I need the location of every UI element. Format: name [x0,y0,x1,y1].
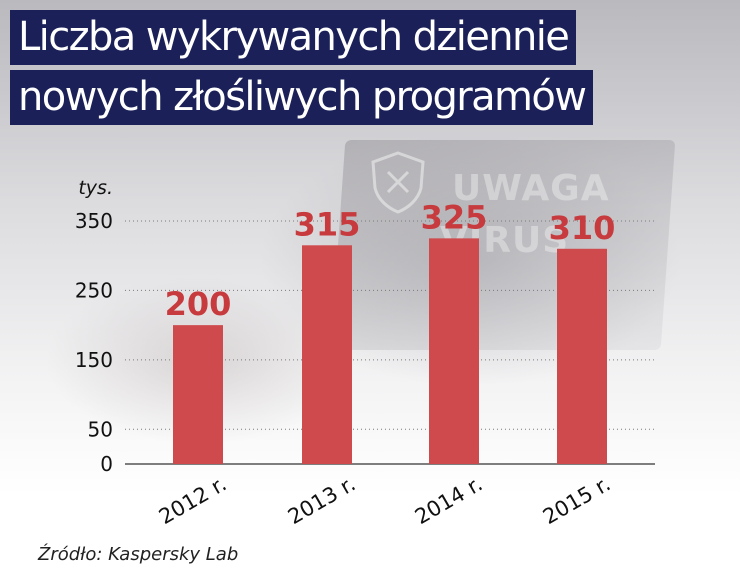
x-category-label: 2012 r. [155,472,231,530]
chart-title-line1: Liczba wykrywanych dziennie [10,10,577,65]
y-tick-label: 250 [75,278,113,302]
x-category-label: 2014 r. [411,472,487,530]
bar [302,245,352,464]
bar [173,325,223,464]
x-category-label: 2015 r. [539,472,615,530]
bar-value-label: 310 [549,209,616,247]
bar [429,238,479,464]
x-category-label: 2013 r. [284,472,360,530]
y-tick-label: 150 [75,348,113,372]
y-tick-label: 50 [88,417,113,441]
y-axis-unit-label: tys. [78,177,113,199]
bar-value-label: 325 [421,198,488,236]
chart-title-line2: nowych złośliwych programów [10,70,594,125]
y-tick-label: 350 [75,209,113,233]
bar [557,248,607,464]
bar-value-label: 315 [294,205,361,243]
shield-x-icon [371,151,425,214]
source-note: Źródło: Kaspersky Lab [38,544,239,565]
y-tick-label: 0 [100,452,113,476]
background-watermark-line1: UWAGA [452,168,610,209]
bar-value-label: 200 [165,285,232,323]
